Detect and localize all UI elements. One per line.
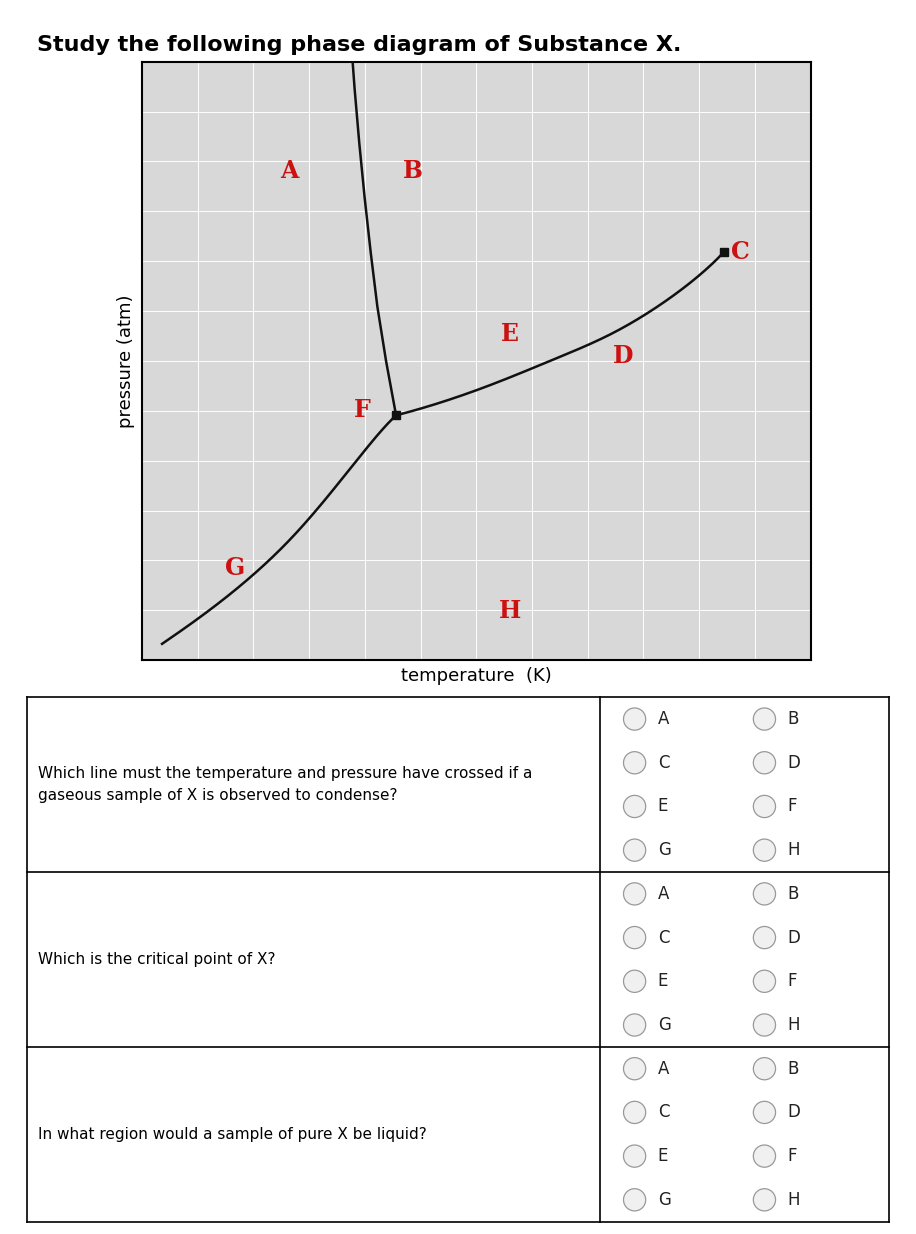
Text: C: C bbox=[658, 928, 670, 946]
Text: A: A bbox=[658, 710, 669, 728]
Text: H: H bbox=[788, 842, 800, 859]
Text: B: B bbox=[788, 710, 799, 728]
Text: G: G bbox=[658, 842, 671, 859]
Text: D: D bbox=[613, 343, 634, 368]
Text: E: E bbox=[501, 322, 518, 346]
Text: C: C bbox=[658, 754, 670, 771]
Text: E: E bbox=[658, 972, 668, 991]
Text: G: G bbox=[658, 1016, 671, 1034]
Text: B: B bbox=[403, 158, 422, 183]
Text: A: A bbox=[658, 885, 669, 903]
Text: Which line must the temperature and pressure have crossed if a
gaseous sample of: Which line must the temperature and pres… bbox=[38, 766, 533, 803]
Text: D: D bbox=[788, 754, 801, 771]
Text: C: C bbox=[658, 1103, 670, 1122]
Text: D: D bbox=[788, 928, 801, 946]
Text: B: B bbox=[788, 885, 799, 903]
Text: A: A bbox=[280, 158, 299, 183]
Text: C: C bbox=[731, 241, 750, 264]
Text: F: F bbox=[354, 397, 371, 422]
Y-axis label: pressure (atm): pressure (atm) bbox=[117, 294, 135, 428]
Text: E: E bbox=[658, 1148, 668, 1165]
Text: H: H bbox=[788, 1191, 800, 1209]
Text: G: G bbox=[658, 1191, 671, 1209]
Text: F: F bbox=[788, 797, 797, 816]
Text: E: E bbox=[658, 797, 668, 816]
Text: Study the following phase diagram of Substance X.: Study the following phase diagram of Sub… bbox=[37, 35, 681, 54]
Text: F: F bbox=[788, 972, 797, 991]
Text: H: H bbox=[498, 600, 521, 623]
Text: F: F bbox=[788, 1148, 797, 1165]
Text: H: H bbox=[788, 1016, 800, 1034]
X-axis label: temperature  (K): temperature (K) bbox=[401, 668, 551, 685]
Text: Which is the critical point of X?: Which is the critical point of X? bbox=[38, 951, 276, 967]
Text: A: A bbox=[658, 1060, 669, 1077]
Text: In what region would a sample of pure X be liquid?: In what region would a sample of pure X … bbox=[38, 1127, 427, 1141]
Text: B: B bbox=[788, 1060, 799, 1077]
Text: D: D bbox=[788, 1103, 801, 1122]
Text: G: G bbox=[225, 555, 245, 580]
